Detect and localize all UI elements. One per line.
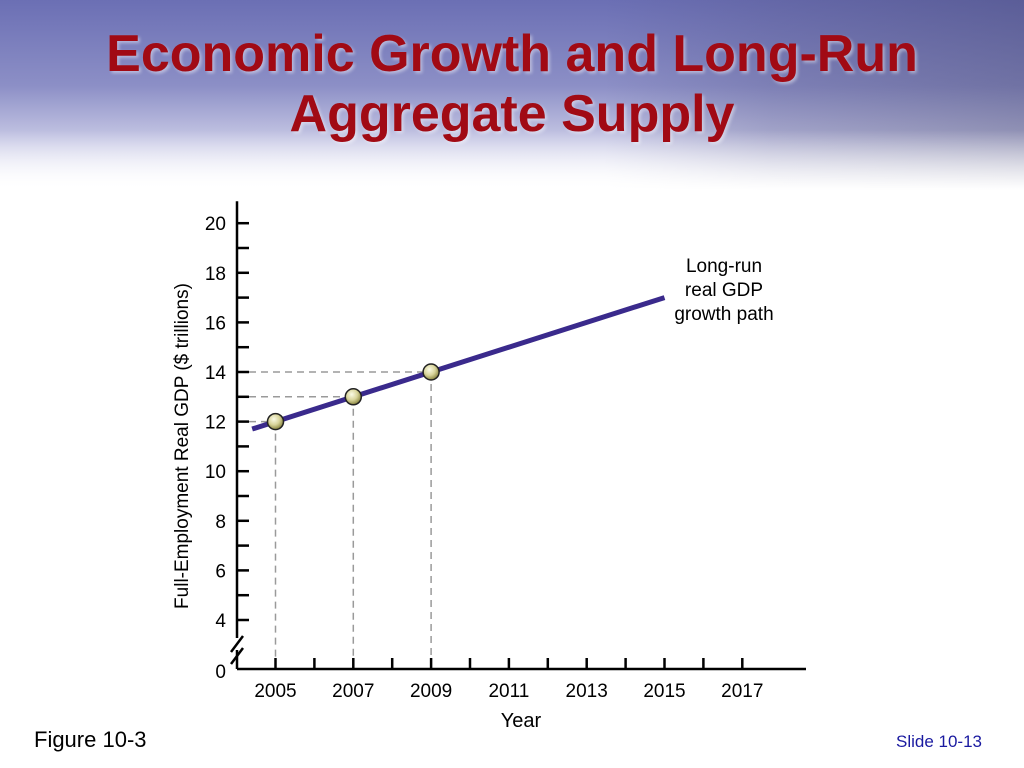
slide-title: Economic Growth and Long-Run Aggregate S… — [0, 24, 1024, 144]
y-tick-label: 6 — [215, 561, 226, 582]
axis-break-mark — [230, 635, 244, 665]
y-tick-label: 16 — [205, 313, 226, 334]
x-tick-label: 2005 — [254, 681, 296, 702]
y-tick-label: 4 — [215, 611, 226, 632]
data-point — [422, 363, 440, 381]
slide-title-line-1: Economic Growth and Long-Run — [106, 25, 918, 83]
header-banner — [0, 0, 1024, 190]
growth-path-line — [251, 295, 666, 432]
axis-ticks: 0 4 6 8 10 12 14 16 18 20 2005 2007 2009 2011 2013 2015… — [205, 214, 764, 702]
slide-number: Slide 10-13 — [895, 732, 982, 751]
annotation-line: growth path — [674, 304, 773, 325]
slide-title-line-2: Aggregate Supply — [289, 85, 735, 143]
y-tick-label: 10 — [205, 462, 226, 483]
annotation-line: real GDP — [685, 280, 763, 301]
x-tick-label: 2013 — [566, 681, 608, 702]
x-tick-label: 2017 — [721, 681, 763, 702]
x-tick-label: 2015 — [643, 681, 685, 702]
x-tick-label: 2007 — [332, 681, 374, 702]
data-point — [344, 388, 363, 406]
reference-lines — [237, 371, 432, 669]
point-layer — [266, 363, 440, 431]
y-tick-label: 20 — [205, 214, 226, 235]
y-tick-label: 18 — [205, 264, 226, 285]
y-tick-label: 8 — [215, 512, 226, 533]
y-axis-label: Full-Employment Real GDP ($ trillions) — [172, 283, 193, 609]
x-tick-label: 2009 — [410, 681, 452, 702]
series-layer — [251, 295, 666, 432]
data-point — [266, 412, 285, 431]
annotation-line: Long-run — [686, 256, 762, 277]
x-tick-label: 2011 — [488, 681, 529, 702]
y-tick-label: 14 — [205, 363, 227, 384]
y-tick-label: 0 — [215, 662, 226, 683]
figure-label: Figure 10-3 — [34, 727, 147, 752]
x-axis-label: Year — [501, 710, 542, 732]
y-tick-label: 12 — [205, 413, 226, 434]
series-annotation: Long-run real GDP growth path — [674, 256, 773, 325]
header-fade — [0, 130, 1024, 190]
